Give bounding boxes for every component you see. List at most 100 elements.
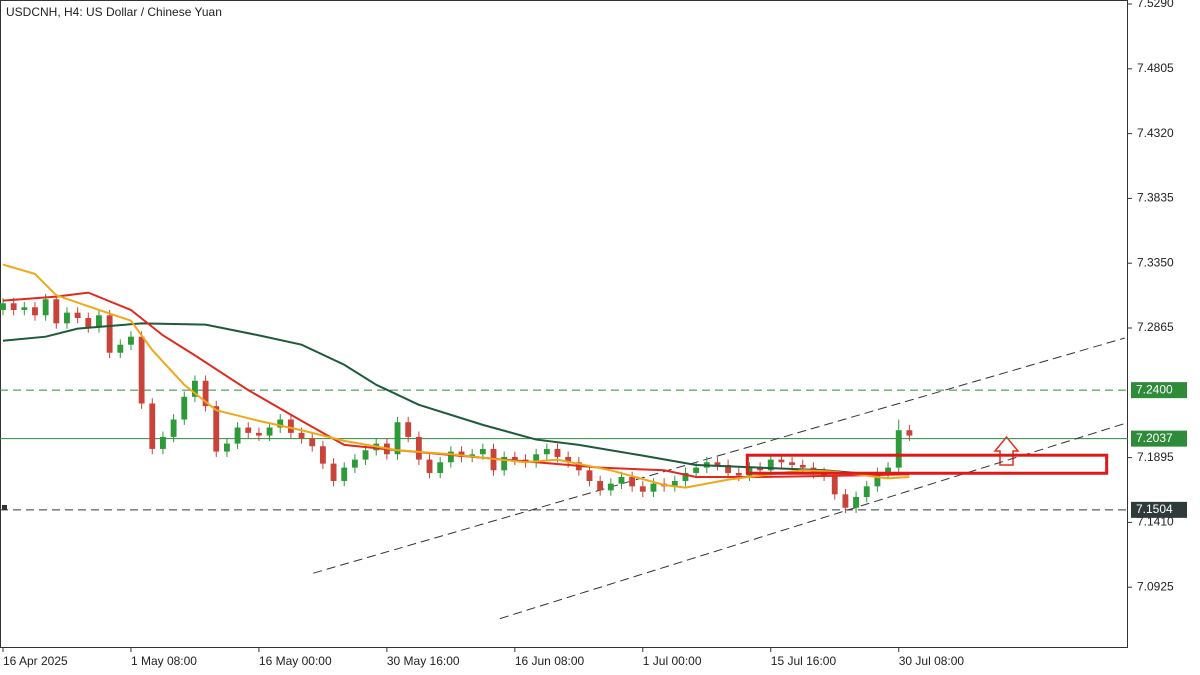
candle-body — [117, 344, 124, 353]
candle-body — [725, 464, 732, 473]
candle-body — [255, 432, 262, 436]
candle-body — [128, 336, 134, 345]
candle-body — [138, 336, 145, 404]
candle-body — [842, 494, 849, 508]
moving-average — [2, 263, 910, 489]
candle-body — [479, 448, 486, 455]
level-label: 7.1504 — [1136, 502, 1173, 516]
candle-body — [639, 486, 646, 492]
level-label-box — [1131, 430, 1187, 447]
candle-body — [0, 303, 6, 310]
candle-body — [106, 315, 113, 353]
level-marker — [2, 505, 7, 510]
candle-body — [319, 446, 326, 464]
candle-body — [96, 315, 102, 328]
candle-body — [735, 472, 742, 476]
candle-body — [458, 451, 465, 457]
candle-body — [53, 299, 60, 324]
candle-body — [863, 486, 870, 498]
candle-body — [202, 380, 209, 407]
y-tick-label: 7.1895 — [1137, 450, 1174, 464]
candle-body — [42, 299, 49, 316]
candle-body — [213, 406, 220, 452]
candle-body — [21, 307, 28, 310]
moving-average — [2, 322, 910, 476]
candle-body — [533, 454, 540, 463]
candle-body — [885, 467, 892, 473]
x-tick-label: 16 Jun 08:00 — [515, 654, 585, 668]
candle-body — [394, 422, 401, 455]
candle-body — [543, 448, 550, 455]
y-tick-label: 7.1410 — [1137, 515, 1174, 529]
y-tick-label: 7.3350 — [1137, 255, 1174, 269]
zone-box — [745, 453, 1109, 475]
x-tick-label: 1 Jul 00:00 — [643, 654, 702, 668]
candle-body — [447, 451, 454, 463]
candle-body — [799, 464, 806, 468]
y-tick-label: 7.3835 — [1137, 191, 1174, 205]
candle-body — [330, 463, 337, 481]
candle-body — [170, 419, 177, 437]
candle-body — [682, 472, 689, 481]
candle-body — [181, 396, 188, 420]
candle-body — [298, 432, 305, 439]
candle-body — [277, 419, 284, 428]
trendline — [313, 337, 1125, 574]
candle-body — [511, 456, 518, 460]
candle-body — [874, 472, 881, 487]
x-tick-label: 16 Apr 2025 — [3, 654, 68, 668]
candle-body — [565, 456, 572, 463]
level-label-box — [1131, 382, 1187, 399]
candle-body — [64, 312, 70, 324]
candle-body — [906, 430, 913, 436]
candle-body — [597, 480, 604, 491]
candle-body — [74, 312, 81, 318]
candle-body — [693, 467, 700, 473]
y-tick-label: 7.4320 — [1137, 126, 1174, 140]
candle-body — [10, 303, 17, 310]
candle-body — [223, 443, 230, 452]
candle-body — [362, 450, 369, 460]
level-label: 7.2037 — [1136, 431, 1173, 445]
candle-body — [437, 462, 444, 473]
candle-body — [789, 462, 796, 465]
y-tick-label: 7.2865 — [1137, 320, 1174, 334]
candle-body — [266, 427, 273, 436]
candle-body — [501, 456, 508, 471]
candle-body — [309, 438, 316, 447]
candle-body — [426, 459, 433, 473]
candle-body — [287, 419, 294, 433]
candle-body — [160, 436, 166, 449]
y-tick-label: 7.0925 — [1137, 579, 1174, 593]
y-tick-label: 7.4805 — [1137, 61, 1174, 75]
candle-body — [757, 467, 764, 471]
up-arrow — [993, 435, 1020, 466]
candle-body — [405, 422, 412, 437]
chart-title: USDCNH, H4: US Dollar / Chinese Yuan — [6, 5, 222, 19]
candle-body — [618, 476, 625, 484]
level-label: 7.2400 — [1136, 382, 1173, 396]
candle-body — [245, 427, 252, 433]
candle-body — [746, 467, 753, 476]
candle-body — [853, 497, 860, 508]
candle-body — [629, 476, 636, 487]
x-tick-label: 15 Jul 16:00 — [771, 654, 837, 668]
candle-body — [554, 448, 561, 457]
trendline — [499, 423, 1125, 620]
candle-body — [351, 459, 358, 468]
candle-body — [341, 467, 348, 481]
x-tick-label: 30 May 16:00 — [387, 654, 460, 668]
candle-body — [415, 436, 422, 460]
y-tick-label: 7.5290 — [1137, 0, 1174, 10]
candle-body — [650, 483, 657, 492]
candle-body — [895, 430, 902, 468]
level-label-box — [1131, 501, 1187, 518]
candle-body — [191, 380, 198, 397]
candle-body — [149, 403, 156, 449]
candle-body — [767, 459, 774, 471]
candle-body — [714, 462, 721, 465]
candle-body — [586, 470, 593, 481]
candle-body — [85, 317, 92, 328]
x-tick-label: 30 Jul 08:00 — [899, 654, 965, 668]
